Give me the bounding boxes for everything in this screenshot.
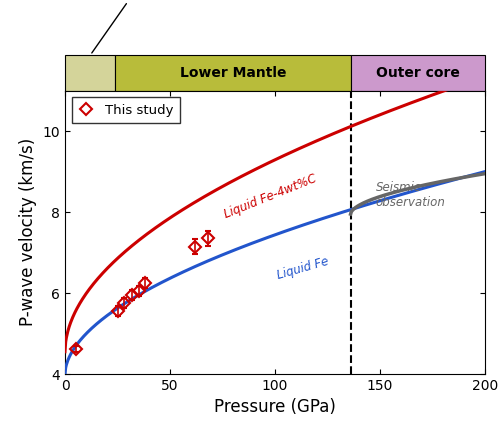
Bar	[350, 55, 485, 91]
Bar	[116, 55, 350, 91]
Text: Upper Mantle: Upper Mantle	[82, 0, 188, 53]
Text: Lower Mantle: Lower Mantle	[180, 66, 286, 80]
Bar	[65, 55, 116, 91]
Legend: This study: This study	[72, 97, 180, 123]
X-axis label: Pressure (GPa): Pressure (GPa)	[214, 398, 336, 416]
Y-axis label: P-wave velocity (km/s): P-wave velocity (km/s)	[19, 138, 37, 326]
Text: Outer core: Outer core	[376, 66, 460, 80]
Text: Liquid Fe: Liquid Fe	[275, 255, 330, 282]
Text: Liquid Fe-4wt%C: Liquid Fe-4wt%C	[222, 172, 319, 221]
Text: Seismic
observation: Seismic observation	[376, 181, 446, 209]
